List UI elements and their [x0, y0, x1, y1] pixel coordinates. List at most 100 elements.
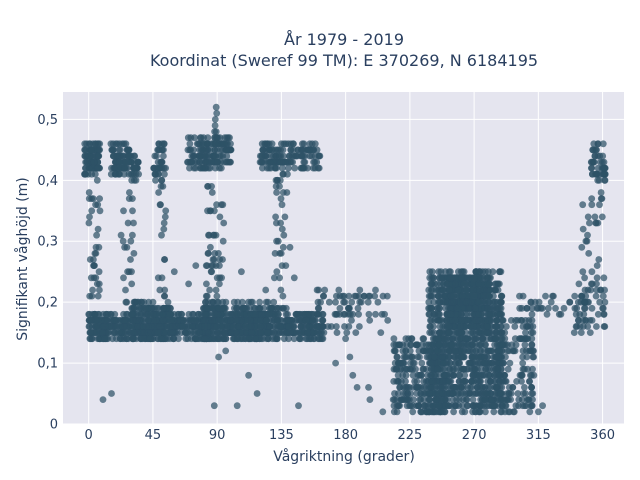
data-point [425, 286, 433, 294]
data-point [404, 390, 412, 397]
data-point [592, 170, 599, 178]
data-point [158, 176, 166, 184]
data-point [219, 298, 227, 306]
data-point [209, 262, 217, 269]
data-point [483, 274, 491, 282]
data-point [433, 396, 441, 403]
data-point [492, 280, 500, 288]
data-point [134, 323, 142, 330]
data-point [299, 140, 306, 148]
data-point [462, 335, 469, 343]
data-point [269, 152, 277, 160]
data-point [123, 243, 131, 251]
data-point [94, 310, 102, 318]
data-point [202, 262, 210, 269]
data-point [129, 207, 136, 215]
data-point [252, 310, 259, 318]
data-point [88, 146, 95, 154]
data-point [259, 146, 267, 154]
data-point [296, 335, 303, 343]
data-point [119, 152, 127, 160]
data-point [504, 341, 511, 349]
data-point [167, 317, 175, 324]
data-point [428, 317, 435, 324]
data-point [155, 146, 162, 154]
data-point [227, 310, 235, 318]
data-point [129, 195, 136, 203]
data-point [268, 304, 276, 312]
data-point [349, 310, 357, 318]
data-point [374, 298, 382, 306]
data-point [128, 280, 136, 288]
data-point [509, 347, 517, 355]
data-point [502, 378, 510, 385]
data-point [458, 274, 465, 282]
data-point [217, 146, 225, 154]
data-point [309, 323, 316, 330]
data-point [518, 378, 525, 385]
data-point [593, 146, 600, 154]
data-point [435, 292, 443, 300]
data-point [100, 323, 108, 330]
data-point [466, 390, 474, 397]
data-point [484, 304, 491, 312]
data-point [353, 384, 361, 391]
data-point [222, 347, 230, 355]
data-point [170, 335, 178, 343]
data-point [518, 304, 526, 312]
data-point [85, 219, 93, 227]
data-point [120, 140, 128, 148]
data-point [472, 304, 479, 312]
data-point [205, 250, 212, 257]
data-point [201, 335, 209, 343]
data-point [299, 164, 307, 172]
data-point [210, 231, 217, 239]
data-point [90, 158, 98, 166]
data-point [481, 353, 489, 361]
data-point [447, 304, 455, 312]
data-point [523, 396, 531, 403]
data-point [467, 298, 475, 306]
data-point [213, 201, 221, 209]
data-point [593, 323, 600, 330]
data-point [477, 378, 484, 385]
data-point [162, 207, 170, 215]
x-tick-label: 45 [145, 428, 162, 443]
data-point [452, 353, 459, 361]
data-point [85, 140, 93, 148]
data-point [471, 274, 478, 282]
data-point [104, 329, 112, 336]
data-point [451, 402, 459, 410]
data-point [271, 250, 279, 257]
data-point [345, 292, 353, 300]
data-point [529, 365, 536, 373]
data-point [426, 408, 433, 416]
y-tick-label: 0 [50, 418, 58, 433]
data-point [257, 317, 264, 324]
data-point [213, 134, 220, 142]
data-point [154, 329, 162, 336]
data-point [193, 158, 201, 166]
x-tick-label: 360 [590, 428, 615, 443]
data-point [455, 329, 462, 336]
data-point [163, 335, 171, 343]
data-point [90, 262, 97, 269]
data-point [217, 164, 225, 172]
data-point [516, 371, 524, 379]
data-point [107, 140, 115, 148]
data-point [85, 195, 93, 203]
data-point [309, 329, 317, 336]
data-point [445, 323, 453, 330]
data-point [232, 317, 240, 324]
data-point [152, 176, 159, 184]
data-point [497, 310, 505, 318]
data-point [372, 286, 379, 294]
data-point [512, 341, 520, 349]
data-point [211, 122, 219, 129]
data-point [443, 317, 450, 324]
y-tick-label: 0,1 [37, 357, 58, 372]
data-point [578, 243, 586, 251]
data-point [311, 152, 319, 160]
data-point [161, 286, 169, 294]
data-point [493, 317, 500, 324]
